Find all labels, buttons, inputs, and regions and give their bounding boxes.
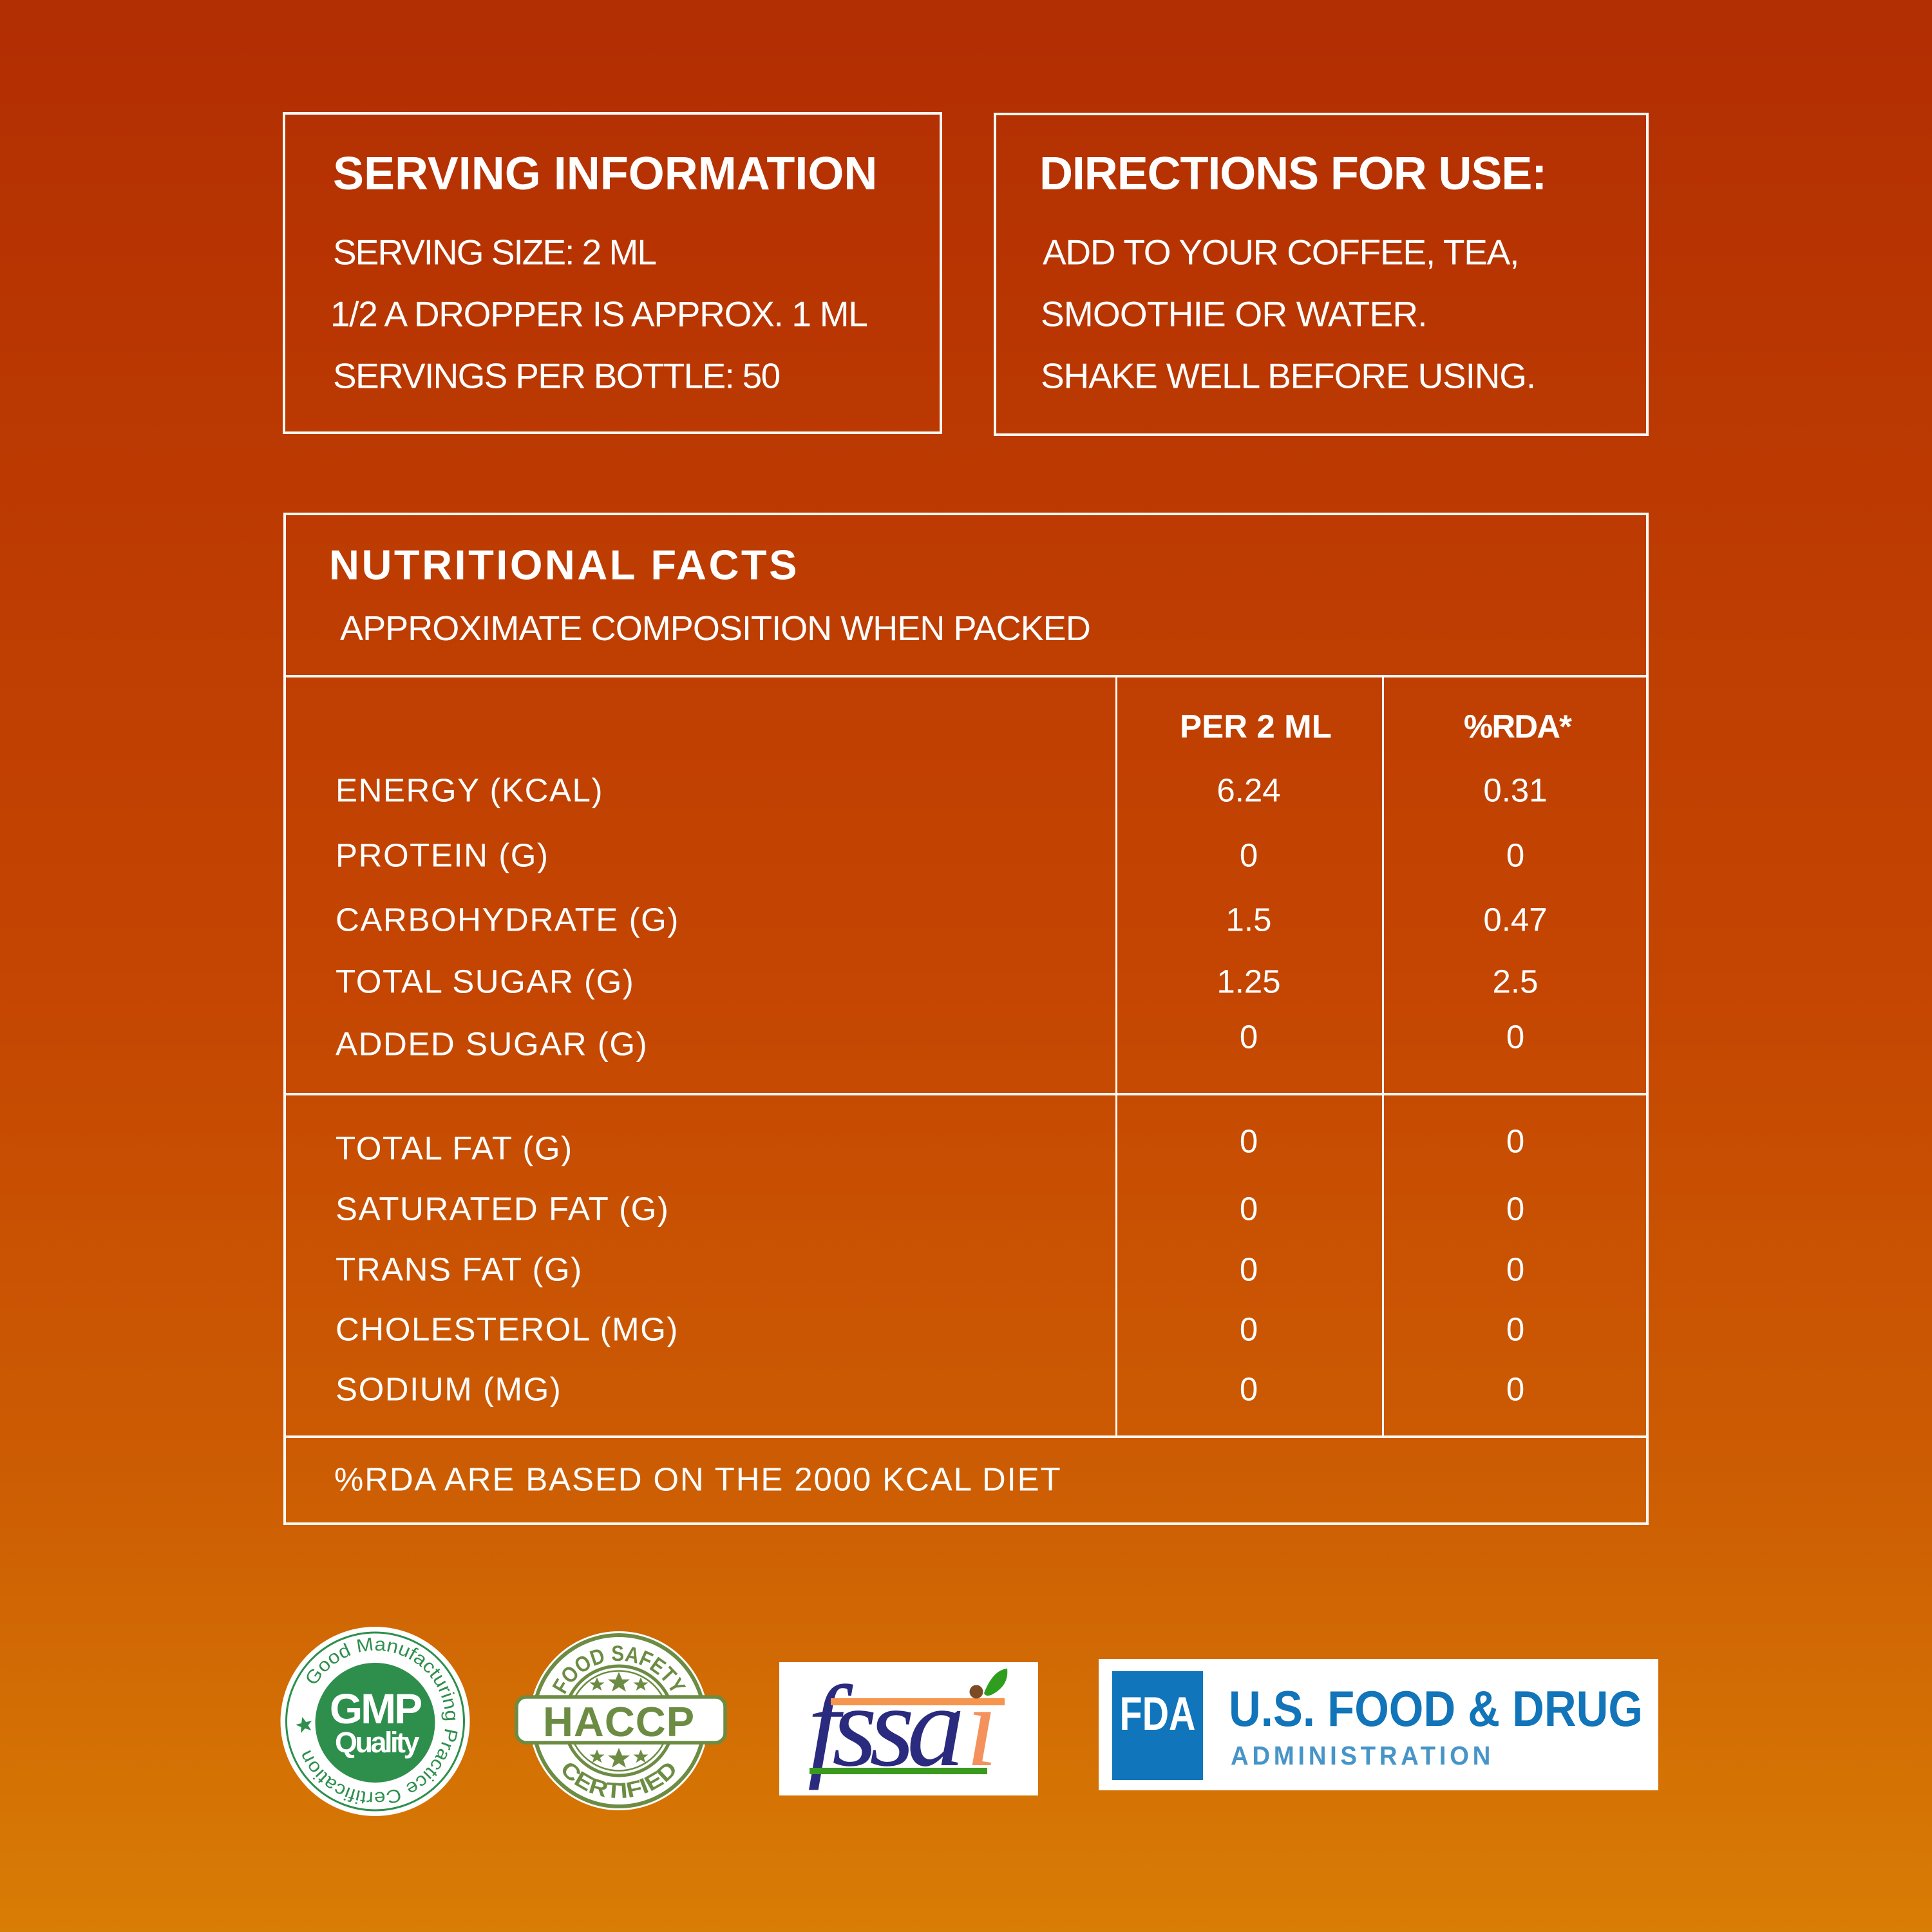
svg-text:U.S. FOOD & DRUG: U.S. FOOD & DRUG: [1229, 1680, 1643, 1737]
svg-text:HACCP: HACCP: [543, 1698, 695, 1745]
svg-text:FDA: FDA: [1120, 1688, 1196, 1740]
svg-text:ADMINISTRATION: ADMINISTRATION: [1231, 1741, 1494, 1770]
svg-text:Quality: Quality: [335, 1726, 420, 1759]
svg-text:GMP: GMP: [330, 1685, 421, 1732]
